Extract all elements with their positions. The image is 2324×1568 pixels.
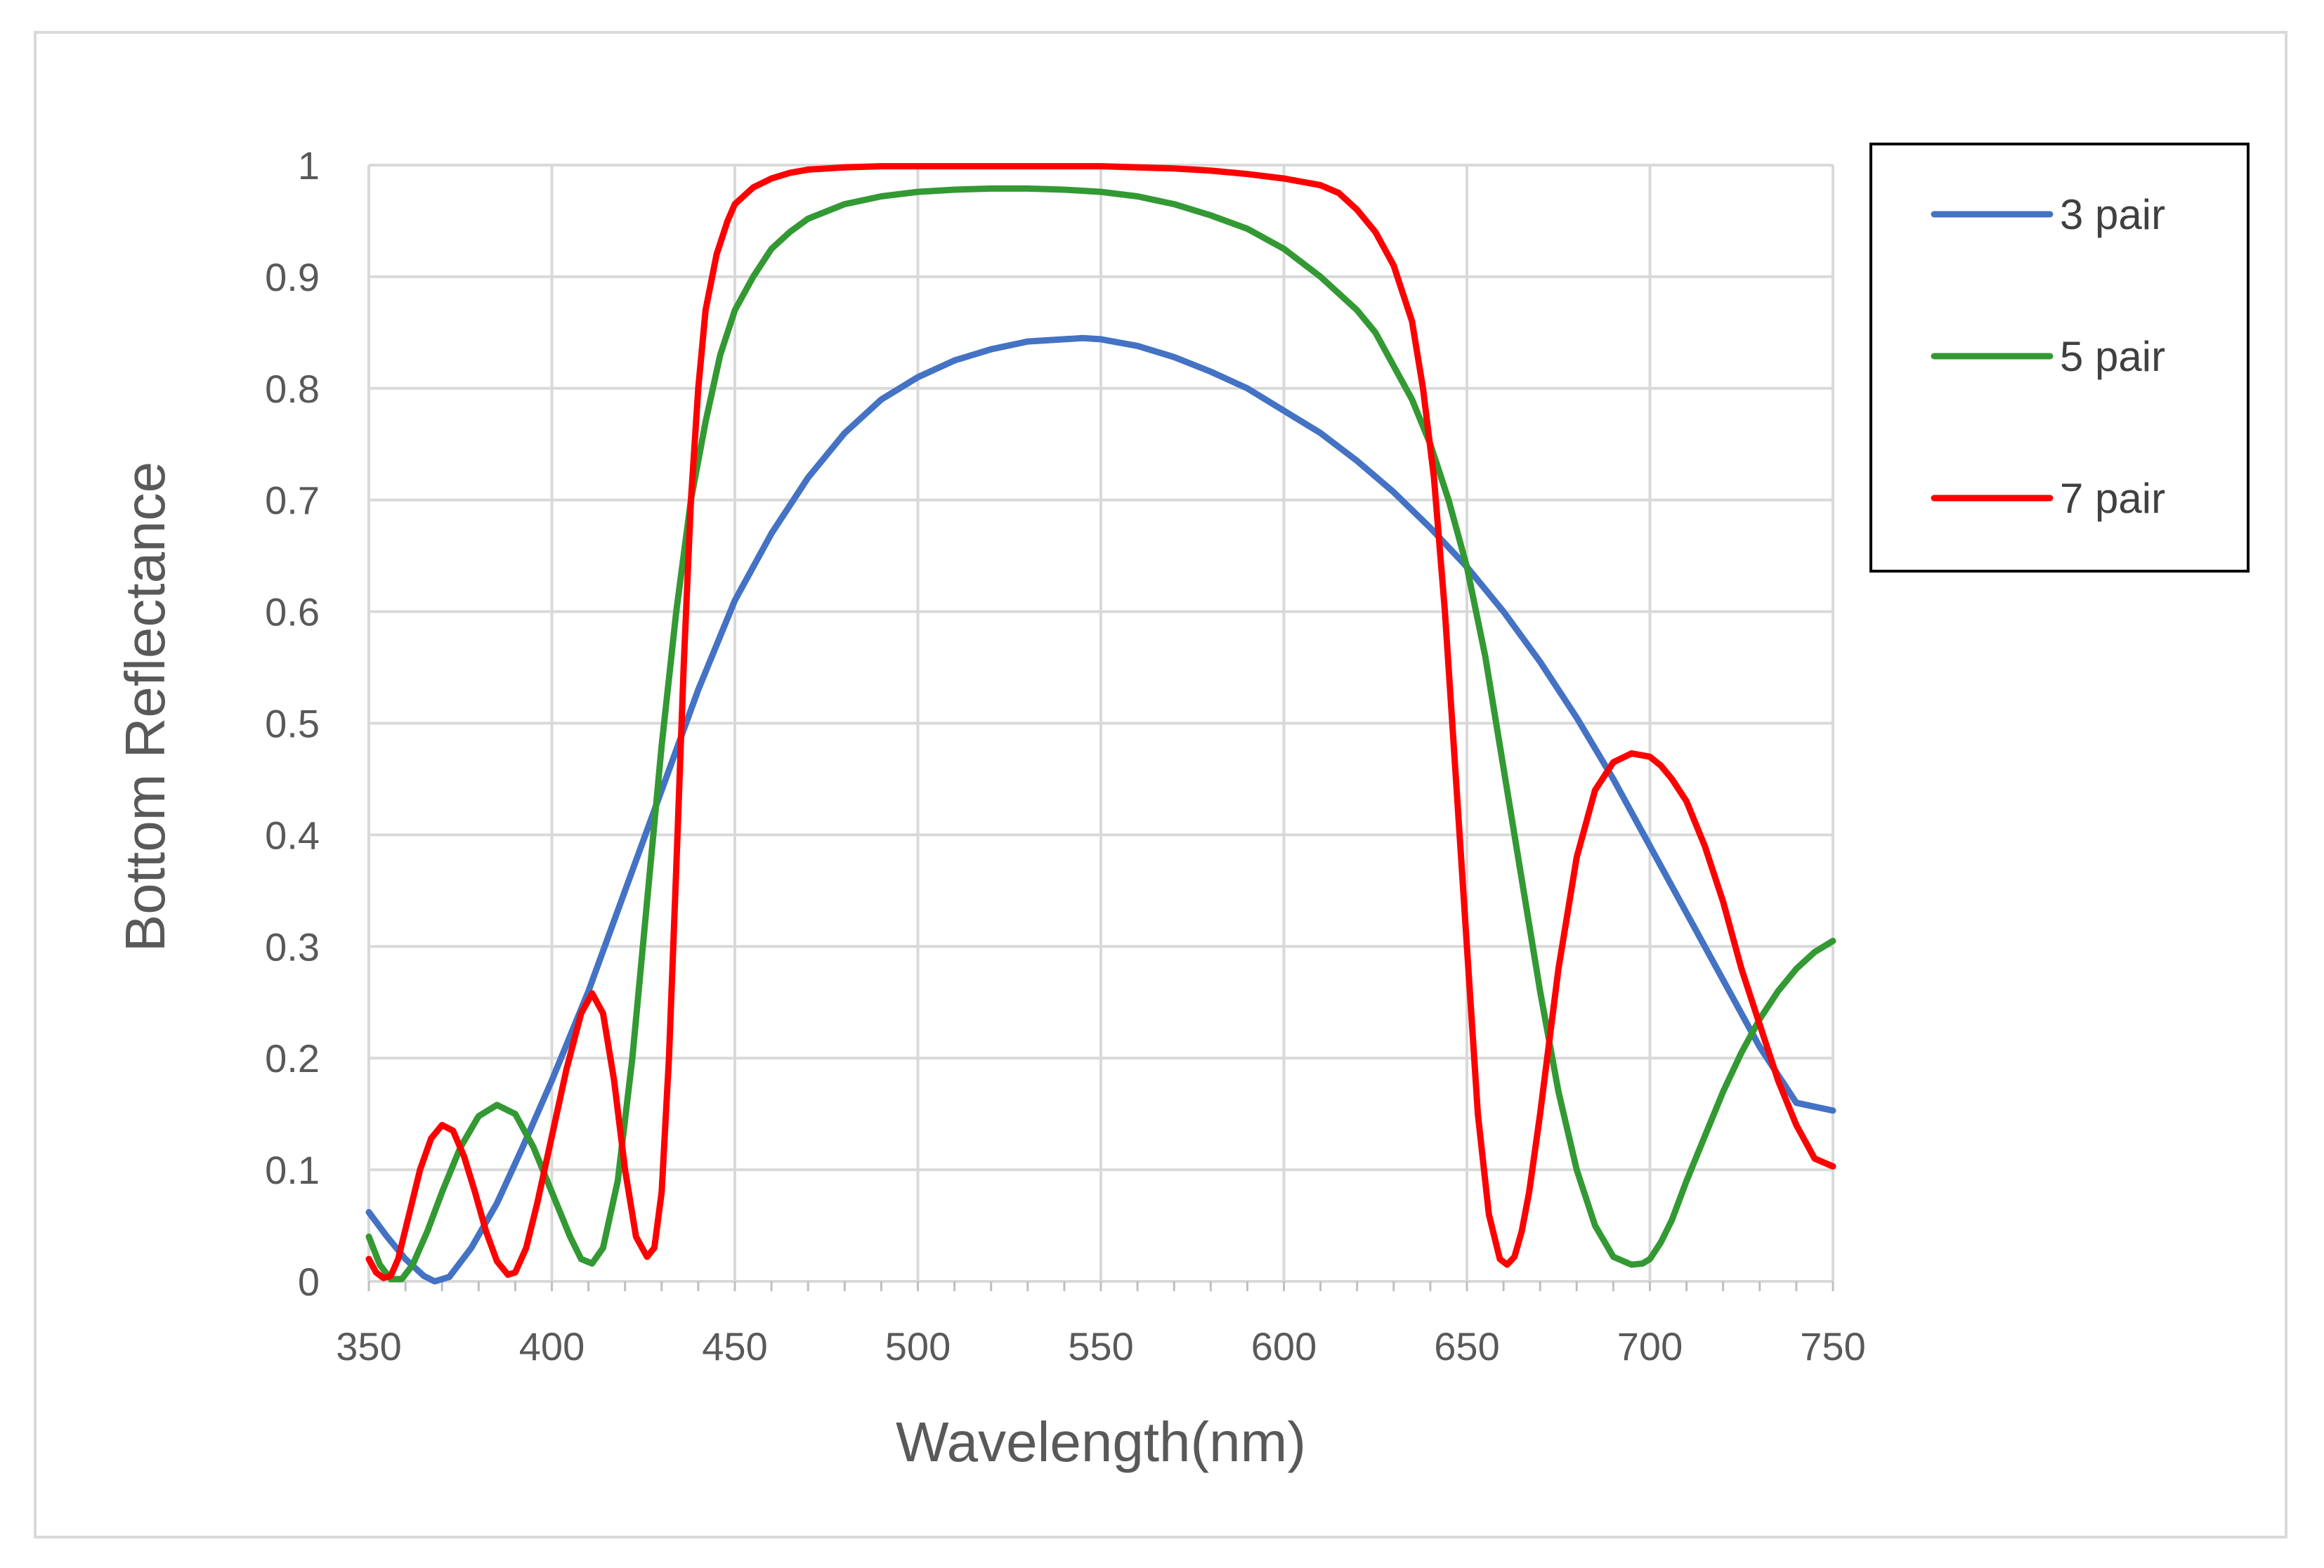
y-tick-label: 0.4 xyxy=(265,813,320,857)
y-tick-label: 0.7 xyxy=(265,478,320,523)
legend-label-1: 3 pair xyxy=(2060,191,2165,238)
x-tick-label: 550 xyxy=(1068,1324,1133,1368)
legend-label-2: 5 pair xyxy=(2060,333,2165,380)
x-tick-label: 450 xyxy=(702,1324,767,1368)
y-tick-label: 1 xyxy=(298,143,320,188)
x-axis-ticks: 350 400 450 500 550 600 650 700 750 xyxy=(336,1324,1865,1368)
y-tick-label: 0 xyxy=(298,1260,320,1304)
x-tick-label: 650 xyxy=(1434,1324,1499,1368)
y-tick-label: 0.3 xyxy=(265,925,320,969)
x-tick-label: 600 xyxy=(1251,1324,1317,1368)
y-axis-title: Bottom Reflectance xyxy=(114,462,176,952)
legend: 3 pair 5 pair 7 pair xyxy=(1869,143,2250,573)
y-axis-ticks: 0 0.1 0.2 0.3 0.4 0.5 0.6 0.7 0.8 0.9 1 xyxy=(265,143,320,1304)
series-line-3 xyxy=(365,163,1836,1281)
gridlines xyxy=(367,164,1834,1291)
legend-label-3: 7 pair xyxy=(2060,475,2165,522)
x-tick-label: 400 xyxy=(519,1324,585,1368)
y-tick-label: 0.9 xyxy=(265,255,320,299)
series-line-1 xyxy=(365,334,1836,1285)
y-tick-label: 0.1 xyxy=(265,1148,320,1192)
x-axis-title: Wavelength(nm) xyxy=(896,1411,1306,1473)
x-tick-label: 700 xyxy=(1617,1324,1683,1368)
y-tick-label: 0.6 xyxy=(265,590,320,634)
y-tick-label: 0.2 xyxy=(265,1036,320,1080)
x-tick-label: 500 xyxy=(885,1324,951,1368)
y-tick-label: 0.8 xyxy=(265,367,320,411)
x-tick-label: 350 xyxy=(336,1324,401,1368)
y-tick-label: 0.5 xyxy=(265,702,320,746)
x-tick-label: 750 xyxy=(1800,1324,1865,1368)
series-lines xyxy=(365,163,1836,1285)
series-line-2 xyxy=(365,185,1836,1283)
